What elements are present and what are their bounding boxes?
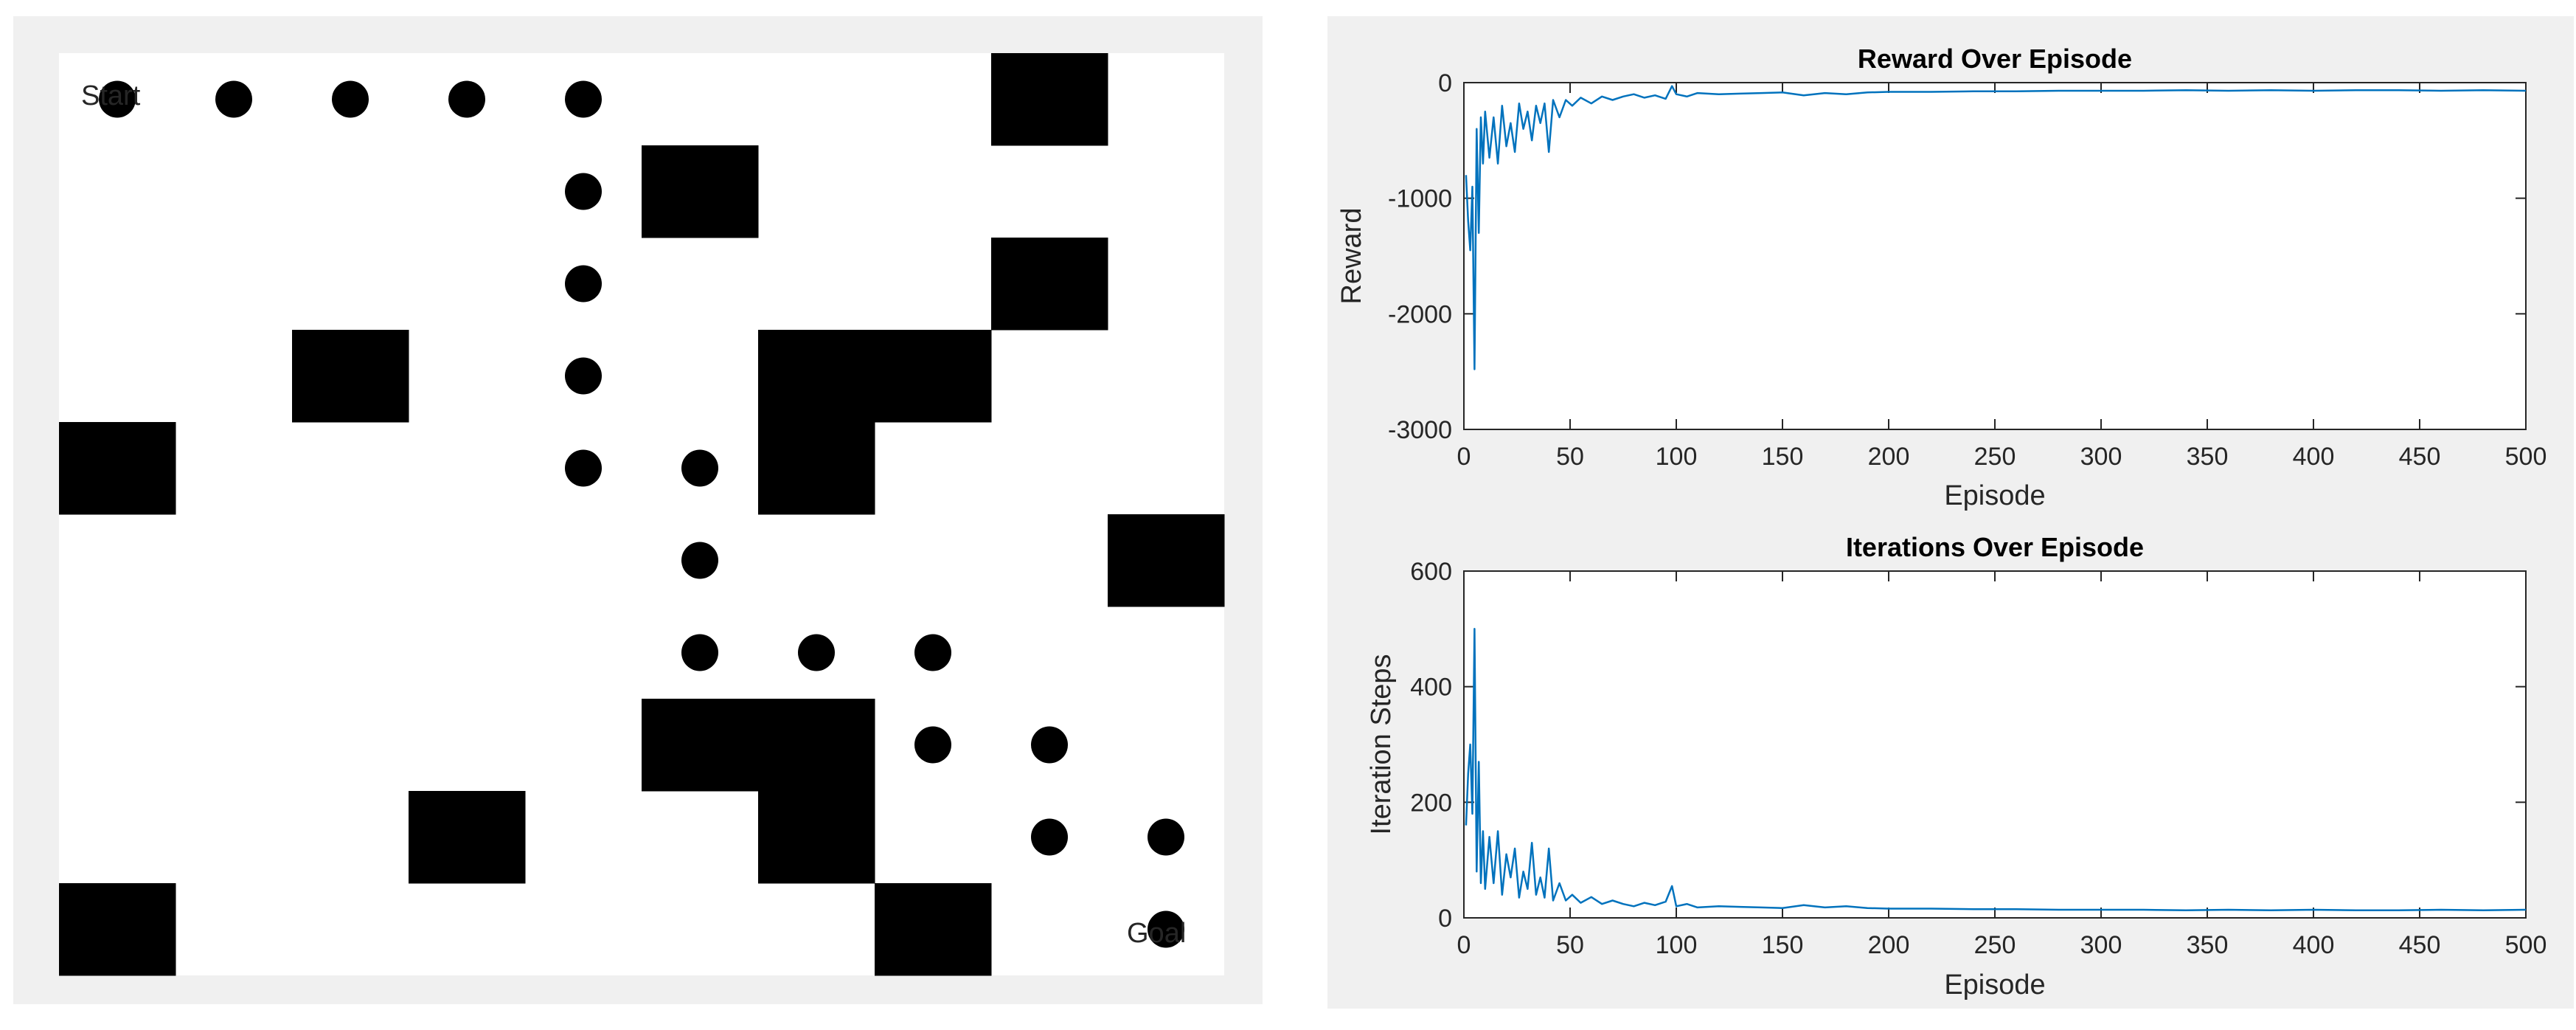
obstacle-cell [875, 883, 992, 976]
obstacle-cell [758, 330, 875, 423]
reward-ytick-label: -3000 [1388, 416, 1452, 444]
iterations-xtick-label: 100 [1656, 931, 1698, 959]
goal-label: Goal [1127, 918, 1186, 949]
path-marker [681, 634, 718, 671]
path-marker [565, 357, 602, 395]
path-marker [215, 80, 252, 118]
iterations-ytick-label: 400 [1410, 674, 1452, 702]
obstacle-cell [1108, 514, 1225, 607]
obstacle-cell [758, 791, 875, 884]
iterations-ytick-label: 0 [1438, 905, 1452, 933]
iterations-series [1465, 628, 2527, 912]
training-charts: Reward Over Episode Episode Reward 0 50 10… [1336, 44, 2547, 1000]
reward-xtick-label: 400 [2293, 443, 2335, 471]
training-charts-figure: Reward Over Episode Episode Reward 0 50 10… [1327, 16, 2574, 1009]
iterations-xtick-label: 450 [2399, 931, 2441, 959]
path-marker [99, 80, 136, 118]
iterations-ytick-label: 600 [1410, 558, 1452, 586]
obstacle-cell [758, 699, 875, 792]
reward-chart-title: Reward Over Episode [1858, 44, 2132, 74]
iterations-xtick-label: 300 [2080, 931, 2122, 959]
path-marker [914, 634, 951, 671]
reward-series [1465, 85, 2527, 370]
iterations-chart-title: Iterations Over Episode [1846, 532, 2144, 562]
path-marker [332, 80, 369, 118]
iterations-xtick-label: 0 [1457, 931, 1471, 959]
grid-world-figure: Start Goal [13, 16, 1263, 1004]
obstacle-cell [758, 422, 875, 515]
reward-xtick-label: 300 [2080, 443, 2122, 471]
path-marker [681, 449, 718, 487]
path-layer [99, 80, 1184, 948]
reward-ytick-label: -1000 [1388, 185, 1452, 213]
iterations-chart-ylabel: Iteration Steps [1366, 654, 1397, 834]
obstacle-cell [991, 238, 1108, 331]
reward-plot-area [1463, 82, 2527, 430]
iterations-xtick-label: 400 [2293, 931, 2335, 959]
reward-xtick-label: 200 [1868, 443, 1910, 471]
reward-xtick-label: 350 [2187, 443, 2229, 471]
iterations-ytick-label: 200 [1410, 789, 1452, 817]
reward-xtick-label: 500 [2505, 443, 2547, 471]
path-marker [798, 634, 835, 671]
path-marker [1031, 726, 1068, 764]
path-marker [1148, 910, 1184, 948]
iterations-chart-xlabel: Episode [1944, 969, 2045, 1000]
reward-ytick-label: -2000 [1388, 300, 1452, 328]
iterations-series-line [1465, 628, 2527, 912]
reward-ytick-label: 0 [1438, 69, 1452, 97]
path-marker [914, 726, 951, 764]
iterations-xtick-label: 150 [1762, 931, 1804, 959]
iterations-xtick-label: 200 [1868, 931, 1910, 959]
obstacle-cell [409, 791, 526, 884]
reward-xtick-label: 50 [1556, 443, 1584, 471]
obstacle-cell [642, 699, 759, 792]
path-marker [681, 542, 718, 579]
path-marker [565, 265, 602, 303]
path-marker [565, 449, 602, 487]
iterations-xtick-label: 250 [1974, 931, 2016, 959]
reward-xtick-label: 150 [1762, 443, 1804, 471]
obstacle-cell [642, 145, 759, 238]
path-marker [565, 80, 602, 118]
obstacle-cell [991, 53, 1108, 146]
iterations-xtick-label: 500 [2505, 931, 2547, 959]
reward-chart-ylabel: Reward [1336, 208, 1367, 305]
obstacle-cell [59, 422, 176, 515]
iterations-plot-area [1463, 570, 2527, 919]
path-marker [448, 80, 485, 118]
reward-series-line [1465, 85, 2527, 370]
reward-chart: Reward Over Episode Episode Reward 0 50 10… [1336, 44, 2547, 511]
path-marker [565, 173, 602, 210]
reward-xtick-label: 250 [1974, 443, 2016, 471]
obstacle-cell [59, 883, 176, 976]
reward-xtick-label: 450 [2399, 443, 2441, 471]
obstacle-cell [292, 330, 409, 423]
reward-chart-xlabel: Episode [1944, 480, 2045, 511]
grid-world-plot: Start Goal [59, 53, 1225, 976]
iterations-xtick-label: 50 [1556, 931, 1584, 959]
obstacle-layer [59, 53, 1225, 976]
iterations-chart: Iterations Over Episode Episode Iteratio… [1366, 532, 2547, 1000]
path-marker [1031, 818, 1068, 856]
reward-xtick-label: 0 [1457, 443, 1471, 471]
path-marker [1148, 818, 1184, 856]
iterations-xtick-label: 350 [2187, 931, 2229, 959]
iterations-axis-ticks: 0 50 100 150 200 250 300 350 400 450 500 0 200 400 600 [1410, 558, 2547, 959]
reward-xtick-label: 100 [1656, 443, 1698, 471]
obstacle-cell [875, 330, 992, 423]
reward-axis-ticks: 0 50 100 150 200 250 300 350 400 450 500 -3000 -2000… [1388, 69, 2547, 471]
start-label: Start [81, 80, 141, 111]
